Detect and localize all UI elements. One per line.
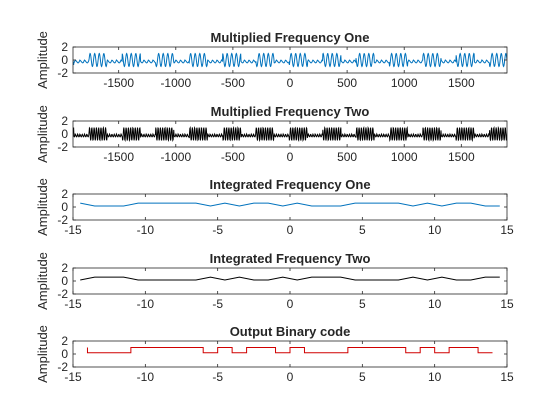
subplot-title: Multiplied Frequency One (211, 30, 370, 45)
series-line-5 (86, 347, 493, 354)
axes-box (72, 340, 508, 368)
subplot-title: Output Binary code (230, 324, 351, 339)
subplot-title: Integrated Frequency Two (210, 251, 371, 266)
subplot-title: Integrated Frequency One (209, 177, 370, 192)
x-tick-label: 5 (359, 370, 366, 384)
y-tick-label: -2 (57, 140, 68, 154)
axes-box (72, 193, 508, 221)
y-axis-label: Amplitude (35, 105, 50, 163)
x-tick-label: -1500 (103, 76, 134, 90)
y-tick-label: -2 (57, 287, 68, 301)
x-tick-label: -500 (221, 76, 245, 90)
x-tick-label: -5 (212, 223, 223, 237)
x-tick-label: 0 (287, 297, 294, 311)
y-tick-label: -2 (57, 66, 68, 80)
x-tick-label: 0 (287, 76, 294, 90)
y-axis-label: Amplitude (35, 325, 50, 383)
y-tick-label: 2 (61, 114, 68, 128)
y-tick-label: 0 (61, 200, 68, 214)
x-tick-label: 1500 (448, 150, 475, 164)
x-tick-label: -1000 (160, 150, 191, 164)
series-line-1 (73, 52, 507, 68)
y-axis-label: Amplitude (35, 252, 50, 310)
x-tick-label: 10 (428, 370, 442, 384)
y-tick-label: 2 (61, 261, 68, 275)
x-tick-label: 500 (337, 76, 357, 90)
x-tick-label: -10 (137, 370, 155, 384)
subplot-2: -1500 -1000 -500 0 500 1000 1500-202Multiplied… (35, 104, 508, 164)
x-tick-label: 0 (287, 150, 294, 164)
y-tick-label: 0 (61, 274, 68, 288)
subplot-1: -1500 -1000 -500 0 500 1000 1500-202Multiplied… (35, 30, 508, 90)
x-tick-label: -15 (64, 297, 82, 311)
x-tick-label: -5 (212, 370, 223, 384)
y-axis-label: Amplitude (35, 178, 50, 236)
y-tick-label: 2 (61, 40, 68, 54)
series-line-4 (80, 276, 500, 281)
x-tick-label: 0 (287, 223, 294, 237)
y-tick-label: -2 (57, 213, 68, 227)
x-tick-label: 15 (500, 223, 514, 237)
x-tick-label: -1000 (160, 76, 191, 90)
x-tick-label: 5 (359, 297, 366, 311)
series-line-3 (80, 202, 500, 207)
subplot-title: Multiplied Frequency Two (211, 104, 370, 119)
x-tick-label: 500 (337, 150, 357, 164)
x-tick-label: -15 (64, 223, 82, 237)
y-tick-label: 2 (61, 187, 68, 201)
x-tick-label: 1500 (448, 76, 475, 90)
x-tick-label: -10 (137, 223, 155, 237)
y-axis-label: Amplitude (35, 31, 50, 89)
y-tick-label: 2 (61, 334, 68, 348)
axes-box (72, 267, 508, 295)
x-tick-label: -10 (137, 297, 155, 311)
x-tick-label: 5 (359, 223, 366, 237)
x-tick-label: 0 (287, 370, 294, 384)
y-tick-label: -2 (57, 360, 68, 374)
x-tick-label: -500 (221, 150, 245, 164)
y-tick-label: 0 (61, 53, 68, 67)
x-tick-label: 10 (428, 223, 442, 237)
x-tick-label: 10 (428, 297, 442, 311)
x-tick-label: -5 (212, 297, 223, 311)
y-tick-label: 0 (61, 347, 68, 361)
x-tick-label: 15 (500, 297, 514, 311)
series-line-2 (73, 126, 507, 142)
x-tick-label: 1000 (391, 150, 418, 164)
x-tick-label: -1500 (103, 150, 134, 164)
x-tick-label: 15 (500, 370, 514, 384)
x-tick-label: 1000 (391, 76, 418, 90)
y-tick-label: 0 (61, 127, 68, 141)
x-tick-label: -15 (64, 370, 82, 384)
